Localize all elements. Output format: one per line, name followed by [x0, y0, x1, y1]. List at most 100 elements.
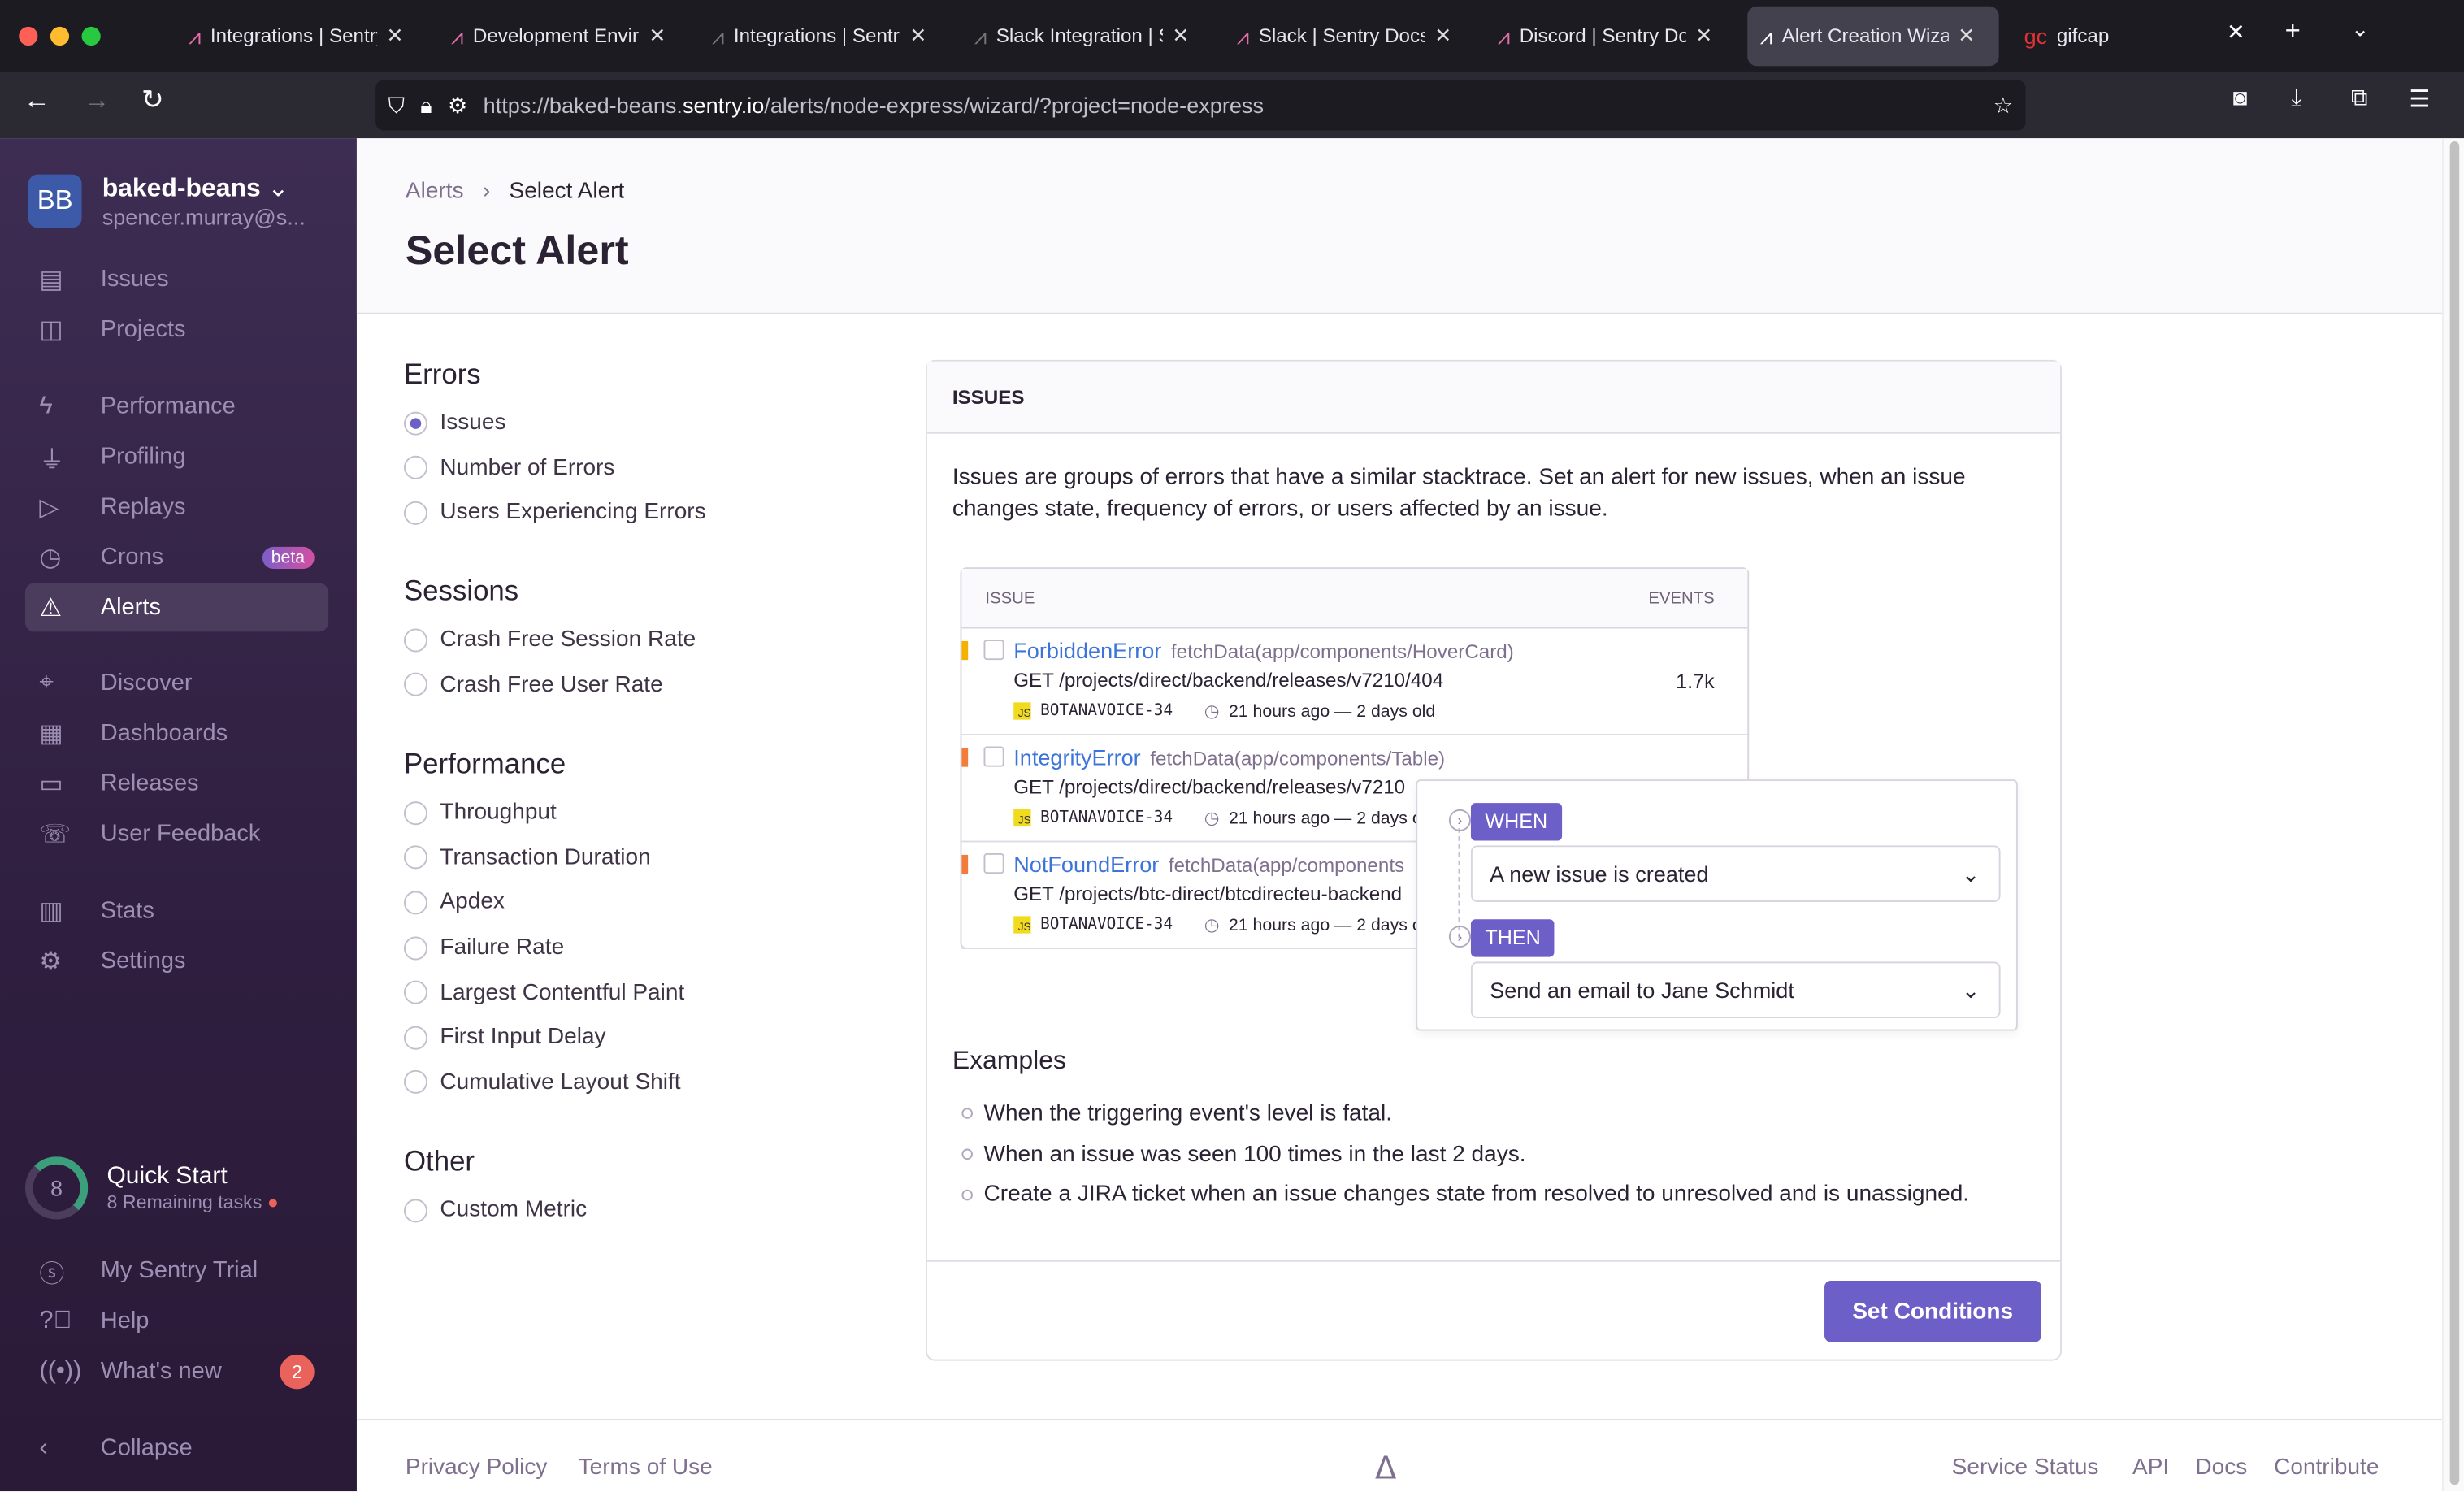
close-tab-icon[interactable]: ✕ [909, 24, 927, 48]
back-icon[interactable]: ← [24, 85, 50, 115]
close-tab-icon[interactable]: ✕ [649, 24, 666, 48]
option-label: Apdex [440, 890, 505, 916]
browser-tab[interactable]: ⩘ Slack | Sentry Docs ✕ [1224, 7, 1475, 66]
sidebar-item-dashboards[interactable]: ▦ Dashboards [25, 709, 328, 757]
set-conditions-button[interactable]: Set Conditions [1824, 1280, 2041, 1342]
sidebar-item-whats-new[interactable]: ((•)) What's new 2 [25, 1347, 328, 1395]
url-bar[interactable]: ⛉ 🔒︎ ⚙︎ https://baked-beans. sentry.io/al… [375, 80, 2026, 131]
zoom-window-button[interactable] [81, 26, 101, 46]
radio-button[interactable] [403, 411, 427, 436]
radio-button[interactable] [403, 1070, 427, 1095]
issue-title[interactable]: IntegrityError [1013, 744, 1141, 770]
alert-option-apdex[interactable]: Apdex [403, 880, 875, 925]
alert-option-users-experiencing-errors[interactable]: Users Experiencing Errors [403, 491, 875, 536]
close-tab-icon[interactable]: ✕ [386, 24, 404, 48]
sidebar-item-stats[interactable]: ▥ Stats [25, 887, 328, 935]
radio-button[interactable] [403, 1199, 427, 1223]
extensions-icon[interactable]: ⧉ [2350, 85, 2368, 112]
sidebar-item-settings[interactable]: ⚙ Settings [25, 936, 328, 985]
radio-button[interactable] [403, 800, 427, 825]
pocket-icon[interactable]: ◙ [2232, 85, 2248, 112]
radio-button[interactable] [403, 846, 427, 870]
alert-option-failure-rate[interactable]: Failure Rate [403, 926, 875, 970]
close-icon[interactable]: ✕ [2227, 19, 2245, 45]
breadcrumb-alerts[interactable]: Alerts [405, 179, 464, 205]
issue-title[interactable]: ForbiddenError [1013, 638, 1162, 664]
radio-button[interactable] [403, 980, 427, 1004]
browser-tab[interactable]: ⩘ Slack Integration | Sentry ✕ [961, 7, 1212, 66]
radio-button[interactable] [403, 501, 427, 525]
browser-tab[interactable]: ⩘ Discord | Sentry Docs ✕ [1485, 7, 1736, 66]
issue-checkbox[interactable] [983, 746, 1004, 767]
reload-icon[interactable]: ↻ [141, 85, 164, 115]
privacy-policy-link[interactable]: Privacy Policy [405, 1455, 548, 1481]
contribute-link[interactable]: Contribute [2274, 1455, 2379, 1481]
option-label: Largest Contentful Paint [440, 979, 685, 1005]
sidebar-item-releases[interactable]: ▭ Releases [25, 759, 328, 808]
close-tab-icon[interactable]: ✕ [1695, 24, 1713, 48]
level-indicator [961, 748, 969, 767]
service-status-link[interactable]: Service Status [1951, 1455, 2099, 1481]
browser-tab[interactable]: ⩘ Integrations | Sentry ✕ [176, 7, 427, 66]
tab-list-chevron-icon[interactable]: ⌄ [2350, 15, 2370, 41]
sidebar-item-help[interactable]: ?⃝ Help [25, 1296, 328, 1345]
org-switcher[interactable]: BB baked-beans ⌄ spencer.murray@s... [28, 173, 306, 229]
close-window-button[interactable] [19, 26, 38, 46]
bookmark-star-icon[interactable]: ☆ [1993, 92, 2014, 118]
sidebar-item-discover[interactable]: ⌖ Discover [25, 658, 328, 707]
alert-option-throughput[interactable]: Throughput [403, 791, 875, 835]
sidebar-item-crons[interactable]: ◷ Crons beta [25, 533, 328, 582]
sidebar-item-replays[interactable]: ▷ Replays [25, 483, 328, 531]
alert-option-crash-free-user-rate[interactable]: Crash Free User Rate [403, 662, 875, 707]
issue-title[interactable]: NotFoundError [1013, 852, 1160, 878]
radio-button[interactable] [403, 628, 427, 653]
browser-tab[interactable]: ⩘ Integrations | Sentry ✕ [699, 7, 950, 66]
close-tab-icon[interactable]: ✕ [1958, 24, 1976, 48]
alert-option-transaction-duration[interactable]: Transaction Duration [403, 835, 875, 880]
alert-option-number-of-errors[interactable]: Number of Errors [403, 445, 875, 490]
browser-tab[interactable]: ⩘ Development Environment ✕ [439, 7, 690, 66]
issue-checkbox[interactable] [983, 852, 1004, 874]
radio-button[interactable] [403, 456, 427, 480]
collapse-button[interactable]: ‹ Collapse [25, 1424, 328, 1472]
alert-option-largest-contentful-paint[interactable]: Largest Contentful Paint [403, 970, 875, 1015]
collapse-label: Collapse [100, 1434, 193, 1462]
close-tab-icon[interactable]: ✕ [1172, 24, 1190, 48]
then-select[interactable]: Send an email to Jane Schmidt ⌄ [1470, 961, 2001, 1019]
alert-option-crash-free-session-rate[interactable]: Crash Free Session Rate [403, 618, 875, 662]
sidebar-item-user-feedback[interactable]: ☏ User Feedback [25, 809, 328, 858]
alert-option-custom-metric[interactable]: Custom Metric [403, 1188, 875, 1233]
radio-button[interactable] [403, 935, 427, 960]
alert-option-cumulative-layout-shift[interactable]: Cumulative Layout Shift [403, 1060, 875, 1104]
sidebar-item-performance[interactable]: ϟ Performance [25, 382, 328, 431]
terms-link[interactable]: Terms of Use [578, 1455, 713, 1481]
api-link[interactable]: API [2132, 1455, 2170, 1481]
new-tab-icon[interactable]: + [2284, 15, 2301, 46]
sidebar-item-issues[interactable]: ▤ Issues [25, 254, 328, 303]
sidebar-item-alerts[interactable]: ⚠ Alerts [24, 583, 329, 632]
radio-button[interactable] [403, 891, 427, 915]
alert-option-first-input-delay[interactable]: First Input Delay [403, 1015, 875, 1060]
radio-button[interactable] [403, 673, 427, 697]
sidebar-item-my-sentry-trial[interactable]: ⓢ My Sentry Trial [25, 1246, 328, 1295]
sidebar-item-projects[interactable]: ◫ Projects [25, 305, 328, 353]
page-scrollbar[interactable] [2441, 138, 2464, 1492]
download-icon[interactable]: ⤓ [2291, 85, 2302, 112]
menu-icon[interactable]: ☰ [2409, 86, 2431, 114]
example-item: When the triggering event's level is fat… [961, 1094, 1969, 1134]
radio-button[interactable] [403, 1026, 427, 1050]
close-tab-icon[interactable]: ✕ [1434, 24, 1452, 48]
when-select[interactable]: A new issue is created ⌄ [1470, 845, 2001, 902]
sidebar-item-profiling[interactable]: ⏚ Profiling [25, 432, 328, 481]
minimize-window-button[interactable] [50, 26, 70, 46]
sidebar-item-label: Releases [100, 770, 199, 797]
browser-tab[interactable]: ⩘ Alert Creation Wizard ✕ [1747, 6, 1999, 67]
issue-checkbox[interactable] [983, 640, 1004, 661]
alert-option-issues[interactable]: Issues [403, 401, 875, 445]
section-sessions: Sessions Crash Free Session Rate Crash Fre… [403, 575, 875, 708]
browser-tab[interactable]: gc gifcap [2011, 7, 2215, 66]
profiling-icon: ⏚ [39, 447, 65, 475]
docs-link[interactable]: Docs [2195, 1455, 2248, 1481]
quick-start[interactable]: 8 Quick Start 8 Remaining tasks ● [24, 1156, 279, 1220]
forward-icon[interactable]: → [83, 85, 111, 115]
